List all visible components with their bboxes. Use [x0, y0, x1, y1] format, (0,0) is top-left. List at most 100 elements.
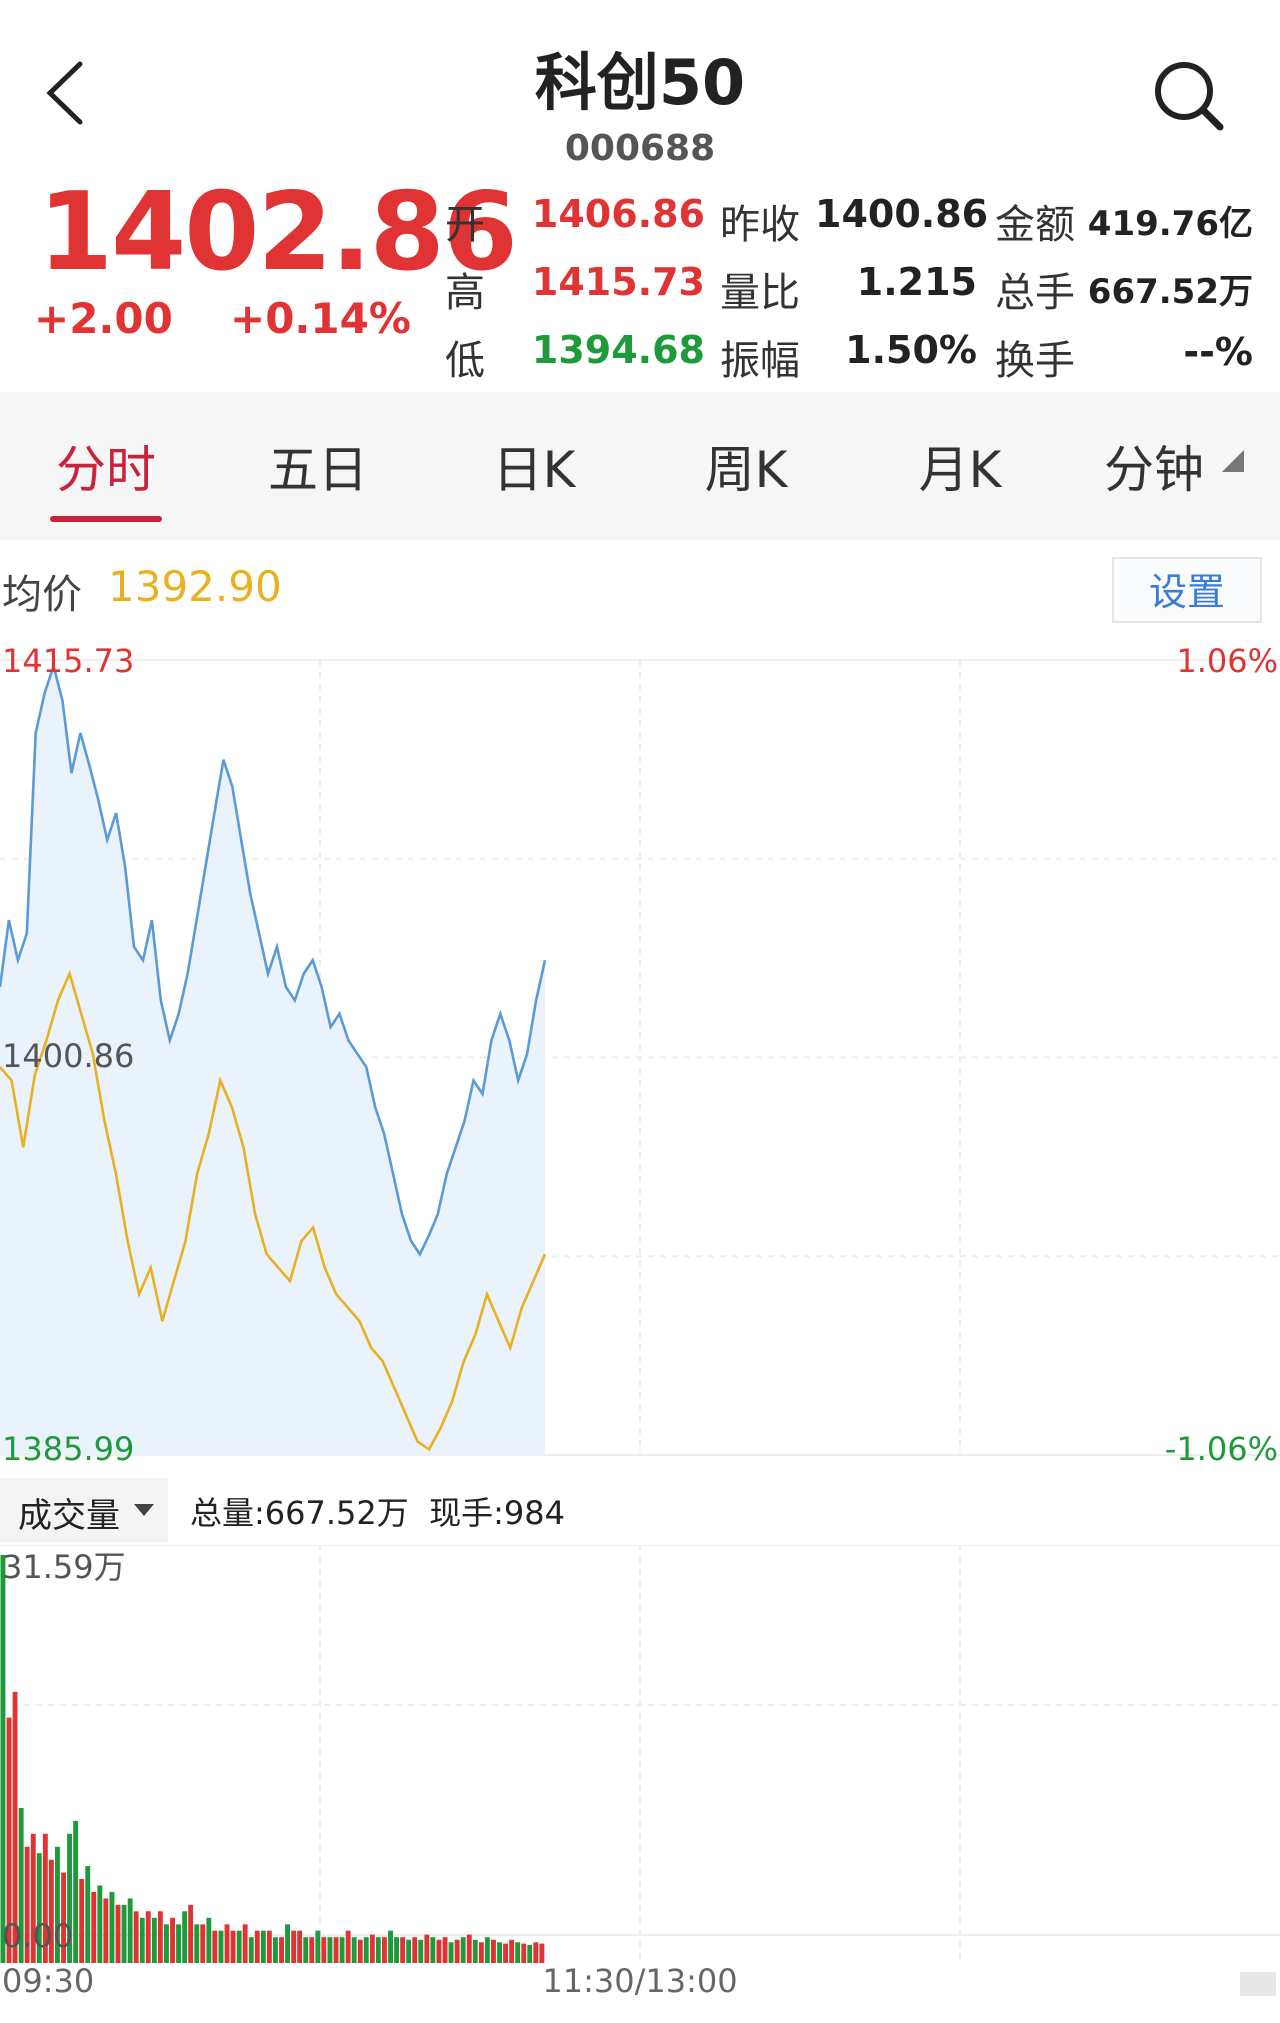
- volume-bar: [145, 1911, 151, 1963]
- tab-five-day[interactable]: 五日: [268, 441, 368, 499]
- volume-bar: [121, 1904, 127, 1963]
- volume-bar: [97, 1885, 103, 1963]
- x-label-midday: 11:30/13:00: [542, 1962, 737, 2000]
- volume-bar: [151, 1917, 157, 1963]
- volume-bar: [375, 1937, 381, 1963]
- scroll-indicator[interactable]: [1240, 1972, 1276, 1996]
- volume-bar: [503, 1943, 508, 1963]
- volume-bar: [218, 1930, 224, 1963]
- volume-bar: [400, 1937, 406, 1963]
- volume-bar: [521, 1943, 527, 1963]
- volume-bar: [30, 1833, 36, 1963]
- volume-chart: 31.59万 0.00 09:30 11:30/13:00: [0, 1545, 1280, 2000]
- volume-bar: [442, 1937, 448, 1963]
- volume-bar: [291, 1930, 297, 1963]
- volume-bar: [24, 1846, 30, 1963]
- volume-bar: [139, 1917, 145, 1963]
- volume-bar: [48, 1859, 54, 1963]
- price-change-pct: +0.14%: [230, 294, 411, 343]
- tab-intraday[interactable]: 分时: [56, 441, 156, 499]
- volume-bar: [406, 1939, 412, 1963]
- volume-bar: [533, 1942, 539, 1963]
- volume-bar: [67, 1833, 72, 1963]
- volume-bar: [418, 1939, 424, 1963]
- active-tab-indicator: [50, 516, 162, 522]
- volume-max-label: 31.59万: [2, 1548, 126, 1586]
- volume-bar: [236, 1930, 242, 1963]
- y-max-label: 1415.73: [2, 642, 134, 680]
- volume-ratio-label: 量比: [720, 270, 800, 316]
- volume-bar: [224, 1924, 230, 1963]
- volume-bar: [357, 1939, 363, 1963]
- low-label: 低: [445, 338, 485, 384]
- amount-value: 419.76亿: [1087, 204, 1253, 244]
- volume-bar: [266, 1930, 272, 1963]
- volume-bar: [497, 1942, 502, 1963]
- tab-monthly-k[interactable]: 月K: [918, 441, 1002, 499]
- volume-bar: [279, 1937, 284, 1963]
- volume-bar: [91, 1892, 97, 1963]
- volume-bar: [12, 1691, 18, 1963]
- chevron-left-icon[interactable]: [42, 58, 92, 128]
- tab-minute[interactable]: 分钟: [1104, 441, 1204, 499]
- volume-bar: [466, 1934, 472, 1963]
- volume-bar: [133, 1911, 139, 1963]
- volume-bar: [200, 1924, 206, 1963]
- total-volume-value: 667.52万: [1087, 272, 1253, 312]
- volume-bar: [527, 1944, 533, 1963]
- prev-close-value: 1400.86: [815, 192, 989, 236]
- volume-bar: [412, 1937, 418, 1963]
- settings-button[interactable]: 设置: [1112, 557, 1262, 623]
- avg-price-value: 1392.90: [108, 562, 282, 611]
- volume-bar: [345, 1930, 351, 1963]
- volume-bar: [309, 1937, 315, 1963]
- volume-bar: [127, 1898, 133, 1963]
- volume-bar: [472, 1939, 478, 1963]
- volume-bar: [436, 1939, 442, 1963]
- high-label: 高: [445, 270, 485, 316]
- turnover-label: 换手: [995, 338, 1075, 384]
- volume-bar: [157, 1911, 163, 1963]
- volume-bar: [109, 1892, 115, 1963]
- amount-label: 金额: [995, 202, 1075, 248]
- volume-bar: [369, 1934, 375, 1963]
- x-label-open: 09:30: [2, 1962, 94, 2000]
- avg-price-label: 均价: [2, 572, 82, 618]
- volume-bar: [194, 1924, 200, 1963]
- volume-bar: [85, 1866, 91, 1963]
- tab-weekly-k[interactable]: 周K: [704, 441, 788, 499]
- volume-bar: [36, 1853, 42, 1963]
- open-value: 1406.86: [531, 192, 705, 236]
- low-value: 1394.68: [531, 328, 705, 372]
- y-min-label: 1385.99: [2, 1430, 134, 1468]
- volume-bar: [509, 1939, 515, 1963]
- volume-ratio-value: 1.215: [856, 260, 977, 304]
- tab-daily-k[interactable]: 日K: [492, 441, 576, 499]
- volume-bar: [515, 1942, 521, 1963]
- avg-price-line: [0, 969, 547, 1452]
- volume-bar: [315, 1930, 321, 1963]
- volume-bar: [42, 1833, 48, 1963]
- volume-bar: [351, 1937, 357, 1963]
- volume-bar: [491, 1939, 496, 1963]
- volume-bar: [73, 1820, 79, 1963]
- amplitude-label: 振幅: [720, 338, 800, 384]
- pct-min-label: -1.06%: [1165, 1430, 1278, 1468]
- intraday-price-chart: 1415.73 1400.86 1385.99 1.06% -1.06%: [0, 642, 1280, 1468]
- volume-bar: [248, 1937, 254, 1963]
- dropdown-arrow-icon: [134, 1504, 154, 1516]
- volume-bar: [327, 1937, 333, 1963]
- volume-min-label: 0.00: [2, 1917, 73, 1955]
- search-icon[interactable]: [1148, 55, 1228, 135]
- volume-bar: [188, 1904, 194, 1963]
- volume-bar: [103, 1898, 109, 1963]
- volume-bar: [321, 1937, 327, 1963]
- price-line: [0, 661, 547, 1257]
- volume-bar: [206, 1917, 212, 1963]
- total-volume-text: 总量:667.52万: [190, 1494, 409, 1532]
- price-change: +2.00: [34, 294, 173, 343]
- prev-close-label: 昨收: [720, 202, 800, 248]
- volume-bar: [242, 1924, 248, 1963]
- volume-bar: [297, 1930, 303, 1963]
- volume-bar: [424, 1934, 430, 1963]
